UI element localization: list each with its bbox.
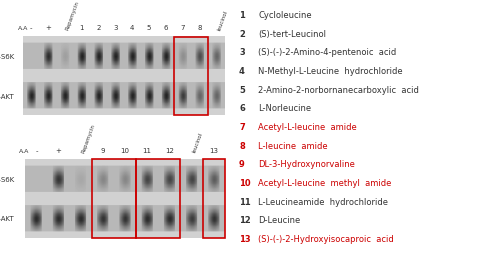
- Text: 10: 10: [120, 147, 130, 153]
- Text: Cycloleucine: Cycloleucine: [258, 11, 312, 20]
- Text: 1: 1: [79, 25, 84, 31]
- Text: Rapamycin: Rapamycin: [81, 123, 96, 153]
- Text: 4: 4: [130, 25, 134, 31]
- Text: 13: 13: [239, 234, 250, 243]
- Text: 13: 13: [209, 147, 218, 153]
- Text: 7: 7: [239, 122, 245, 132]
- Text: 11: 11: [142, 147, 152, 153]
- Text: p-AKT: p-AKT: [0, 215, 14, 221]
- Text: D-Leucine: D-Leucine: [258, 215, 300, 224]
- Text: 6: 6: [239, 104, 245, 113]
- Text: 9: 9: [239, 160, 245, 169]
- Text: 2: 2: [239, 30, 245, 39]
- Text: +: +: [45, 25, 51, 31]
- Text: 3: 3: [113, 25, 118, 31]
- Bar: [136, 160, 180, 237]
- Bar: [203, 160, 225, 237]
- Text: 7: 7: [180, 25, 185, 31]
- Text: 3: 3: [239, 48, 245, 57]
- Text: -: -: [30, 25, 33, 31]
- Text: A.A: A.A: [18, 26, 28, 31]
- Text: (S)-tert-Leucinol: (S)-tert-Leucinol: [258, 30, 326, 39]
- Text: p-AKT: p-AKT: [0, 93, 14, 99]
- Text: DL-3-Hydroxynorvaline: DL-3-Hydroxynorvaline: [258, 160, 355, 169]
- Text: L-leucine  amide: L-leucine amide: [258, 141, 328, 150]
- Text: 8: 8: [197, 25, 202, 31]
- Text: N-Methyl-L-Leucine  hydrochloride: N-Methyl-L-Leucine hydrochloride: [258, 67, 403, 76]
- Text: leucinol: leucinol: [192, 132, 204, 153]
- Text: -: -: [35, 147, 38, 153]
- Text: 8: 8: [239, 141, 245, 150]
- Text: 5: 5: [239, 85, 245, 94]
- Text: Acetyl-L-leucine  methyl  amide: Acetyl-L-leucine methyl amide: [258, 178, 391, 187]
- Text: 11: 11: [239, 197, 251, 206]
- Text: leucinol: leucinol: [216, 10, 228, 31]
- Text: 5: 5: [147, 25, 151, 31]
- Text: A.A: A.A: [19, 148, 29, 153]
- Text: 6: 6: [163, 25, 168, 31]
- Text: Acetyl-L-leucine  amide: Acetyl-L-leucine amide: [258, 122, 357, 132]
- Text: 9: 9: [101, 147, 105, 153]
- Text: 10: 10: [239, 178, 250, 187]
- Text: 2-Amino-2-norbornanecarboxylic  acid: 2-Amino-2-norbornanecarboxylic acid: [258, 85, 419, 94]
- Text: +: +: [55, 147, 62, 153]
- Text: 1: 1: [239, 11, 245, 20]
- Bar: [92, 160, 136, 237]
- Bar: [174, 38, 208, 116]
- Text: p-S6K: p-S6K: [0, 176, 14, 182]
- Text: 2: 2: [96, 25, 101, 31]
- Text: L-Norleucine: L-Norleucine: [258, 104, 311, 113]
- Text: 12: 12: [165, 147, 174, 153]
- Text: 12: 12: [239, 215, 251, 224]
- Text: Rapamycin: Rapamycin: [65, 1, 80, 31]
- Text: (S)-(-)-2-Hydroxyisocaproic  acid: (S)-(-)-2-Hydroxyisocaproic acid: [258, 234, 394, 243]
- Text: L-Leucineamide  hydrochloride: L-Leucineamide hydrochloride: [258, 197, 388, 206]
- Text: p-S6K: p-S6K: [0, 54, 14, 60]
- Text: (S)-(-)-2-Amino-4-pentenoic  acid: (S)-(-)-2-Amino-4-pentenoic acid: [258, 48, 396, 57]
- Text: 4: 4: [239, 67, 245, 76]
